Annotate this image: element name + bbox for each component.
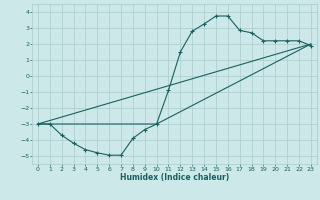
X-axis label: Humidex (Indice chaleur): Humidex (Indice chaleur): [120, 173, 229, 182]
